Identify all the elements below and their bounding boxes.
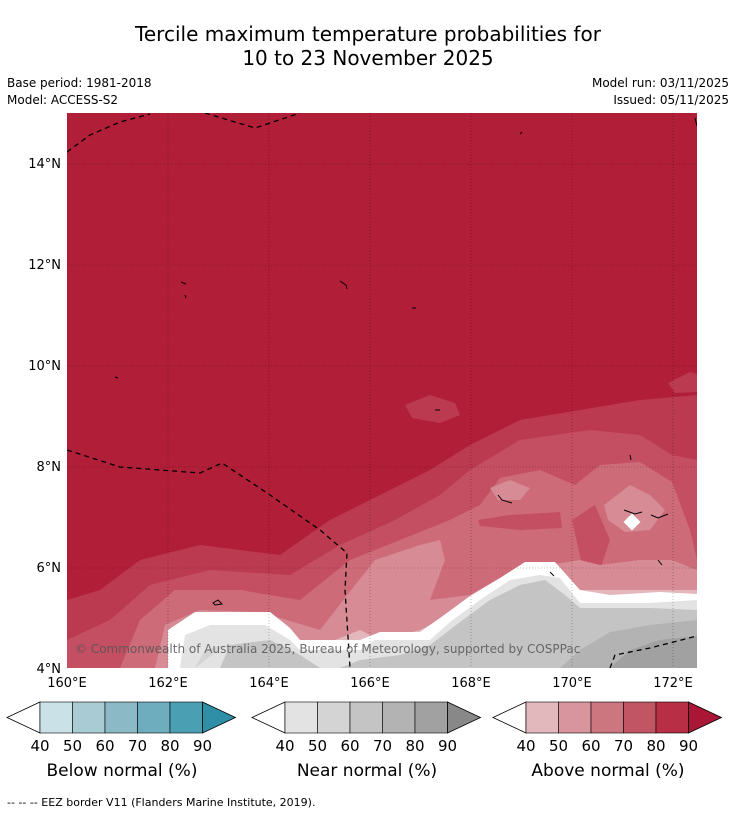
copyright-text: © Commonwealth of Australia 2025, Bureau…	[75, 642, 580, 656]
colorbar-below-normal: 40 50 60 70 80 90	[6, 701, 237, 755]
map-title: Tercile maximum temperature probabilitie…	[0, 22, 736, 70]
colorbar-tick-label: 40	[516, 737, 535, 755]
colorbar-tick-label: 70	[614, 737, 633, 755]
title-line-2: 10 to 23 November 2025	[242, 46, 494, 70]
probability-map: © Commonwealth of Australia 2025, Bureau…	[28, 113, 697, 691]
lon-label: 166°E	[350, 676, 390, 691]
colorbar-tick-label: 90	[438, 737, 457, 755]
colorbar-label-above: Above normal (%)	[531, 761, 685, 781]
lat-label: 6°N	[37, 561, 62, 576]
meta-right: Model run: 03/11/2025 Issued: 05/11/2025	[592, 75, 729, 109]
model-run: Model run: 03/11/2025	[591, 76, 729, 90]
lat-label: 12°N	[28, 258, 61, 273]
colorbar-tick-label: 50	[308, 737, 327, 755]
colorbar-segment	[169, 701, 203, 734]
colorbar-tick-label: 70	[128, 737, 147, 755]
colorbar-segment	[72, 701, 106, 734]
base-period: Base period: 1981-2018	[7, 76, 152, 90]
colorbar-segment	[39, 701, 73, 734]
colorbar-tick-label: 40	[30, 737, 49, 755]
colorbar-tick-label: 80	[646, 737, 665, 755]
colorbar-tick-label: 50	[549, 737, 568, 755]
colorbar-segment	[414, 701, 448, 734]
lon-label: 164°E	[249, 676, 289, 691]
colorbar-tick-label: 70	[373, 737, 392, 755]
colorbar-label-below: Below normal (%)	[46, 761, 198, 781]
lon-label: 162°E	[148, 676, 188, 691]
lon-label: 168°E	[451, 676, 491, 691]
colorbar-segment	[623, 701, 657, 734]
islands	[114, 117, 697, 606]
model-name: Model: ACCESS-S2	[7, 93, 119, 107]
colorbar-above-normal: 40 50 60 70 80 90	[492, 701, 723, 755]
colorbar-extend-low	[492, 701, 527, 734]
colorbar-label-near: Near normal (%)	[296, 761, 438, 781]
colorbar-segment	[284, 701, 318, 734]
issued-date: Issued: 05/11/2025	[613, 93, 729, 107]
colorbar-tick-label: 90	[679, 737, 698, 755]
colorbar-near-normal: 40 50 60 70 80 90	[251, 701, 482, 755]
colorbar-tick-label: 50	[63, 737, 82, 755]
lon-label: 170°E	[552, 676, 592, 691]
lon-labels: 160°E 162°E 164°E 166°E 168°E 170°E 172°…	[47, 676, 693, 691]
colorbar-segment	[382, 701, 416, 734]
colorbar-segment	[558, 701, 592, 734]
lat-label: 8°N	[37, 460, 62, 475]
eez-borders	[67, 113, 697, 668]
lon-label: 172°E	[653, 676, 693, 691]
colorbar-tick-label: 80	[405, 737, 424, 755]
lat-label: 10°N	[28, 359, 61, 374]
colorbar-segment	[525, 701, 559, 734]
lon-label: 160°E	[47, 676, 87, 691]
map-field	[67, 113, 697, 668]
colorbar-segment	[349, 701, 383, 734]
colorbar-extend-high	[447, 701, 482, 734]
colorbar-extend-low	[251, 701, 286, 734]
colorbar-tick-label: 80	[160, 737, 179, 755]
lat-label: 4°N	[37, 662, 62, 677]
gridlines	[67, 113, 697, 668]
colorbar-segment	[655, 701, 689, 734]
eez-footnote: -- -- -- EEZ border V11 (Flanders Marine…	[7, 796, 316, 809]
colorbar-extend-low	[6, 701, 41, 734]
colorbar-segment	[590, 701, 624, 734]
title-line-1: Tercile maximum temperature probabilitie…	[135, 22, 601, 46]
contour-near-normal	[220, 640, 320, 668]
colorbar-tick-label: 60	[95, 737, 114, 755]
meta-left: Base period: 1981-2018 Model: ACCESS-S2	[7, 75, 152, 109]
colorbar-extend-high	[202, 701, 237, 734]
colorbar-tick-label: 60	[581, 737, 600, 755]
colorbar-extend-high	[688, 701, 723, 734]
colorbar-segment	[104, 701, 138, 734]
lat-label: 14°N	[28, 157, 61, 172]
colorbar-tick-label: 40	[275, 737, 294, 755]
colorbar-segment	[137, 701, 171, 734]
lat-labels: 14°N 12°N 10°N 8°N 6°N 4°N	[28, 157, 61, 677]
colorbar-tick-label: 90	[193, 737, 212, 755]
colorbar-tick-label: 60	[340, 737, 359, 755]
colorbar-segment	[317, 701, 351, 734]
